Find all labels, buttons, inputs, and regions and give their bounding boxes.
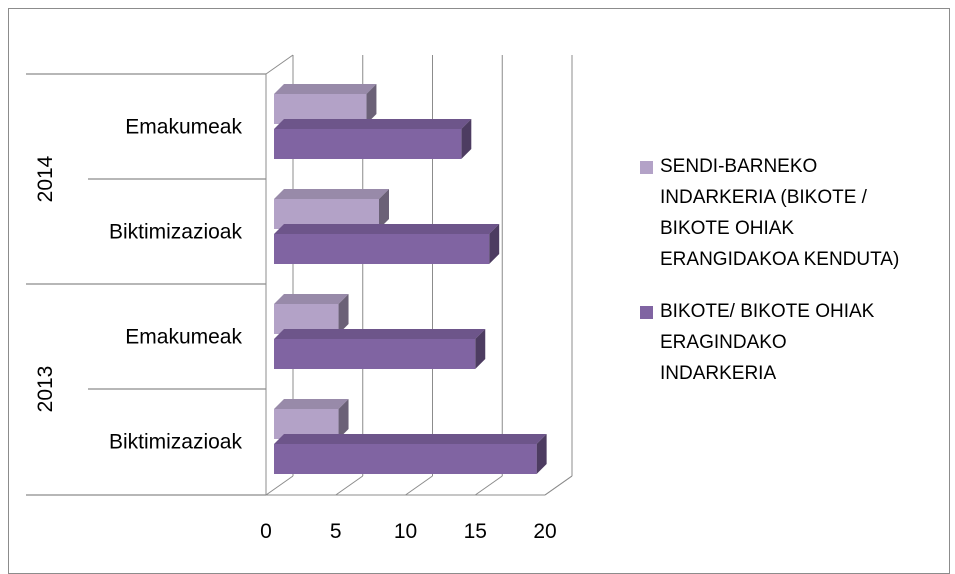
bar-side-face xyxy=(338,399,349,439)
bar-top-face xyxy=(274,224,500,234)
bar xyxy=(274,129,462,159)
legend-label: ERANGIDAKOA KENDUTA) xyxy=(660,249,899,270)
x-tick-label: 10 xyxy=(394,520,417,543)
category-label: Biktimizazioak xyxy=(109,221,243,244)
year-label: 2013 xyxy=(34,366,57,413)
bar-top-face xyxy=(274,399,349,409)
floor-right-edge xyxy=(544,475,573,496)
legend-swatch xyxy=(640,306,653,319)
legend-label: BIKOTE/ BIKOTE OHIAK xyxy=(660,301,875,322)
bar-top-face xyxy=(274,189,389,199)
bar-side-face xyxy=(536,434,547,474)
category-label: Emakumeak xyxy=(125,326,242,349)
bar-side-face xyxy=(338,294,349,334)
x-tick-label: 0 xyxy=(260,520,272,543)
legend-label: SENDI-BARNEKO xyxy=(660,156,817,177)
x-tick-label: 15 xyxy=(464,520,487,543)
bar-top-face xyxy=(274,119,472,129)
floor-gridline xyxy=(474,475,503,496)
category-label: Biktimizazioak xyxy=(109,431,243,454)
legend-swatch xyxy=(640,161,653,174)
bar-side-face xyxy=(489,224,500,264)
legend-label: INDARKERIA (BIKOTE / xyxy=(660,187,868,208)
floor-gridline xyxy=(405,475,433,496)
floor-gridline xyxy=(265,475,294,496)
bar xyxy=(274,444,537,474)
legend-label: INDARKERIA xyxy=(660,363,776,384)
bar-side-face xyxy=(461,119,472,159)
bar-top-face xyxy=(274,434,547,444)
bar xyxy=(274,339,476,369)
bar-side-face xyxy=(366,84,377,124)
year-label: 2014 xyxy=(34,155,57,202)
floor-gridline xyxy=(335,475,364,496)
x-tick-label: 5 xyxy=(330,520,342,543)
bar-top-face xyxy=(274,84,377,94)
category-label: Emakumeak xyxy=(125,116,242,139)
bar xyxy=(274,234,490,264)
bar-top-face xyxy=(274,329,486,339)
legend-label: BIKOTE OHIAK xyxy=(660,218,794,239)
bar-side-face xyxy=(475,329,486,369)
bar-top-face xyxy=(274,294,349,304)
side-wall-top-edge xyxy=(265,54,294,75)
x-tick-label: 20 xyxy=(533,520,556,543)
chart-area xyxy=(8,8,950,574)
bar-side-face xyxy=(378,189,389,229)
legend-label: ERAGINDAKO xyxy=(660,332,787,353)
